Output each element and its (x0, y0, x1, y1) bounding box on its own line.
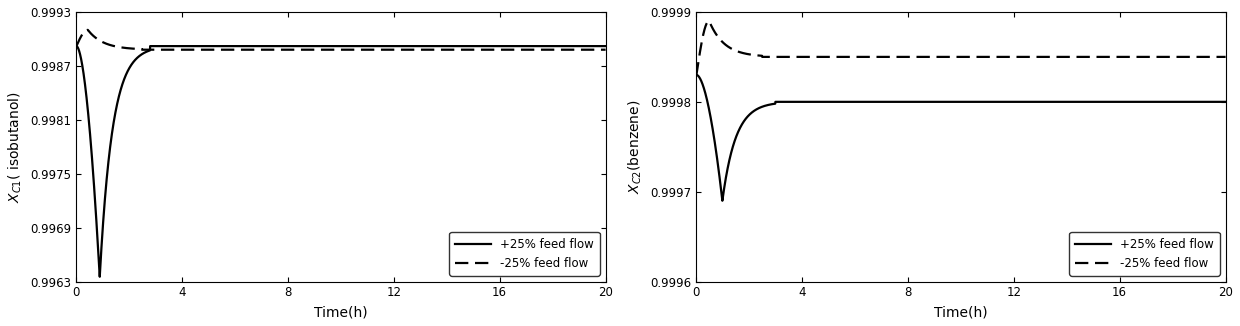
+25% feed flow (83, 141, 98, 145)
-25% feed flow (1218, 55, 1233, 59)
+25% feed flow (135, 52, 150, 55)
X-axis label: Time(h): Time(h) (314, 305, 367, 319)
-25% feed flow (135, 48, 150, 52)
-25% feed flow (74, 33, 89, 37)
+25% feed flow (755, 105, 770, 109)
-25% feed flow (688, 73, 703, 77)
+25% feed flow (598, 44, 613, 48)
-25% feed flow (712, 37, 727, 41)
-25% feed flow (71, 40, 86, 44)
-25% feed flow (693, 44, 708, 48)
Line: -25% feed flow: -25% feed flow (696, 21, 1225, 75)
-25% feed flow (755, 55, 770, 59)
-25% feed flow (81, 28, 95, 32)
+25% feed flow (92, 275, 107, 279)
+25% feed flow (1218, 100, 1233, 104)
-25% feed flow (92, 38, 107, 42)
+25% feed flow (693, 79, 708, 82)
X-axis label: Time(h): Time(h) (934, 305, 987, 319)
Line: +25% feed flow: +25% feed flow (76, 46, 605, 277)
+25% feed flow (68, 44, 83, 48)
+25% feed flow (71, 46, 86, 50)
+25% feed flow (688, 73, 703, 77)
Line: -25% feed flow: -25% feed flow (76, 30, 605, 50)
-25% feed flow (691, 62, 706, 66)
+25% feed flow (74, 62, 89, 66)
-25% feed flow (135, 48, 150, 52)
-25% feed flow (702, 19, 717, 23)
Legend: +25% feed flow, -25% feed flow: +25% feed flow, -25% feed flow (1069, 232, 1220, 276)
Y-axis label: $X_{C2}$(benzene): $X_{C2}$(benzene) (627, 100, 645, 194)
+25% feed flow (715, 199, 730, 203)
-25% feed flow (598, 48, 613, 52)
Line: +25% feed flow: +25% feed flow (696, 75, 1225, 201)
+25% feed flow (73, 56, 88, 60)
+25% feed flow (712, 176, 727, 180)
-25% feed flow (83, 32, 98, 36)
-25% feed flow (694, 38, 709, 42)
+25% feed flow (694, 81, 709, 85)
+25% feed flow (691, 74, 706, 78)
+25% feed flow (703, 116, 718, 120)
-25% feed flow (703, 23, 718, 27)
-25% feed flow (68, 44, 83, 48)
Y-axis label: $X_{C1}$( isobutanol): $X_{C1}$( isobutanol) (7, 91, 25, 203)
-25% feed flow (73, 35, 88, 38)
Legend: +25% feed flow, -25% feed flow: +25% feed flow, -25% feed flow (449, 232, 600, 276)
+25% feed flow (92, 273, 107, 277)
